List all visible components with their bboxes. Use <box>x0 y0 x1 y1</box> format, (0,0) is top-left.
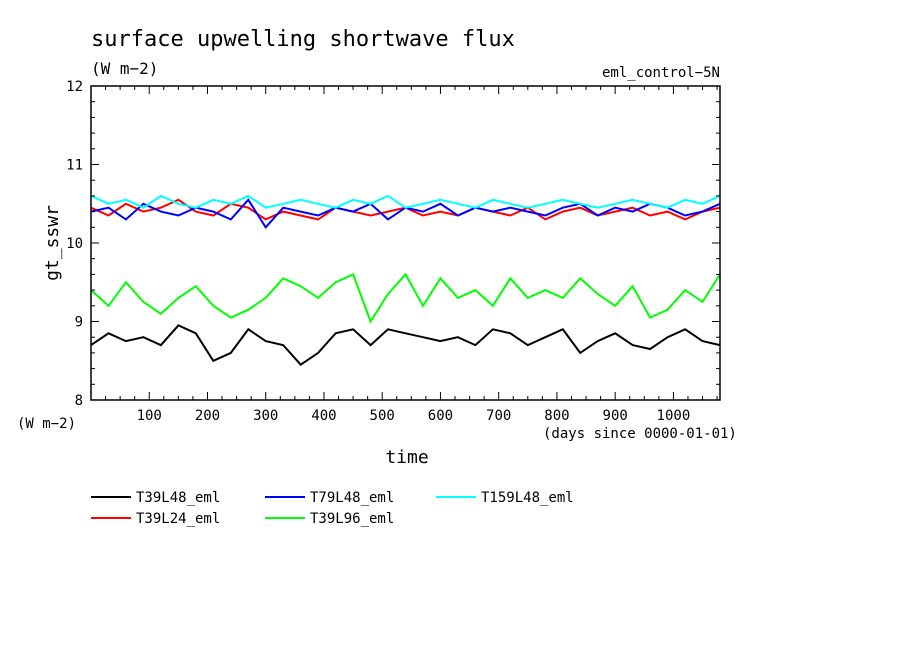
y-tick-label: 12 <box>66 79 83 95</box>
x-axis-label: time <box>385 447 428 468</box>
chart-title: surface upwelling shortwave flux <box>91 27 515 52</box>
plot-frame <box>90 85 721 401</box>
x-tick-label: 600 <box>428 408 453 424</box>
x-tick-label: 400 <box>311 408 336 424</box>
x-tick-label: 100 <box>137 408 162 424</box>
x-tick-label: 300 <box>253 408 278 424</box>
legend-label: T39L48_eml <box>136 490 220 506</box>
series-line-t39l48-eml <box>90 324 721 367</box>
y-axis-unit: (W m−2) <box>17 416 76 432</box>
y-tick-label: 9 <box>75 315 83 331</box>
series-layer <box>90 194 721 367</box>
x-tick-label: 900 <box>603 408 628 424</box>
chart-subtitle-unit: (W m−2) <box>91 59 158 78</box>
legend-label: T39L96_eml <box>310 511 394 527</box>
x-tick-label: 1000 <box>657 408 691 424</box>
experiment-label: eml_control−5N <box>602 65 720 81</box>
series-line-t39l96-eml <box>90 272 721 324</box>
y-tick-label: 8 <box>75 393 83 409</box>
axis-ticks: 100 200 300 400 500 600 700 800 900 1000 8 9 10 11 12 <box>66 79 720 424</box>
y-tick-label: 11 <box>66 158 83 174</box>
x-axis-unit: (days since 0000-01-01) <box>543 426 737 442</box>
x-tick-label: 800 <box>544 408 569 424</box>
x-tick-label: 500 <box>370 408 395 424</box>
series-line-t159l48-eml <box>90 194 721 209</box>
legend: T39L48_eml T39L24_eml T79L48_eml T39L96_eml… <box>91 490 574 527</box>
legend-label: T39L24_eml <box>136 511 220 527</box>
y-axis-label: gt_sswr <box>42 205 63 281</box>
legend-label: T159L48_eml <box>481 490 574 506</box>
legend-label: T79L48_eml <box>310 490 394 506</box>
y-tick-label: 10 <box>66 236 83 252</box>
x-tick-label: 200 <box>195 408 220 424</box>
x-tick-label: 700 <box>486 408 511 424</box>
